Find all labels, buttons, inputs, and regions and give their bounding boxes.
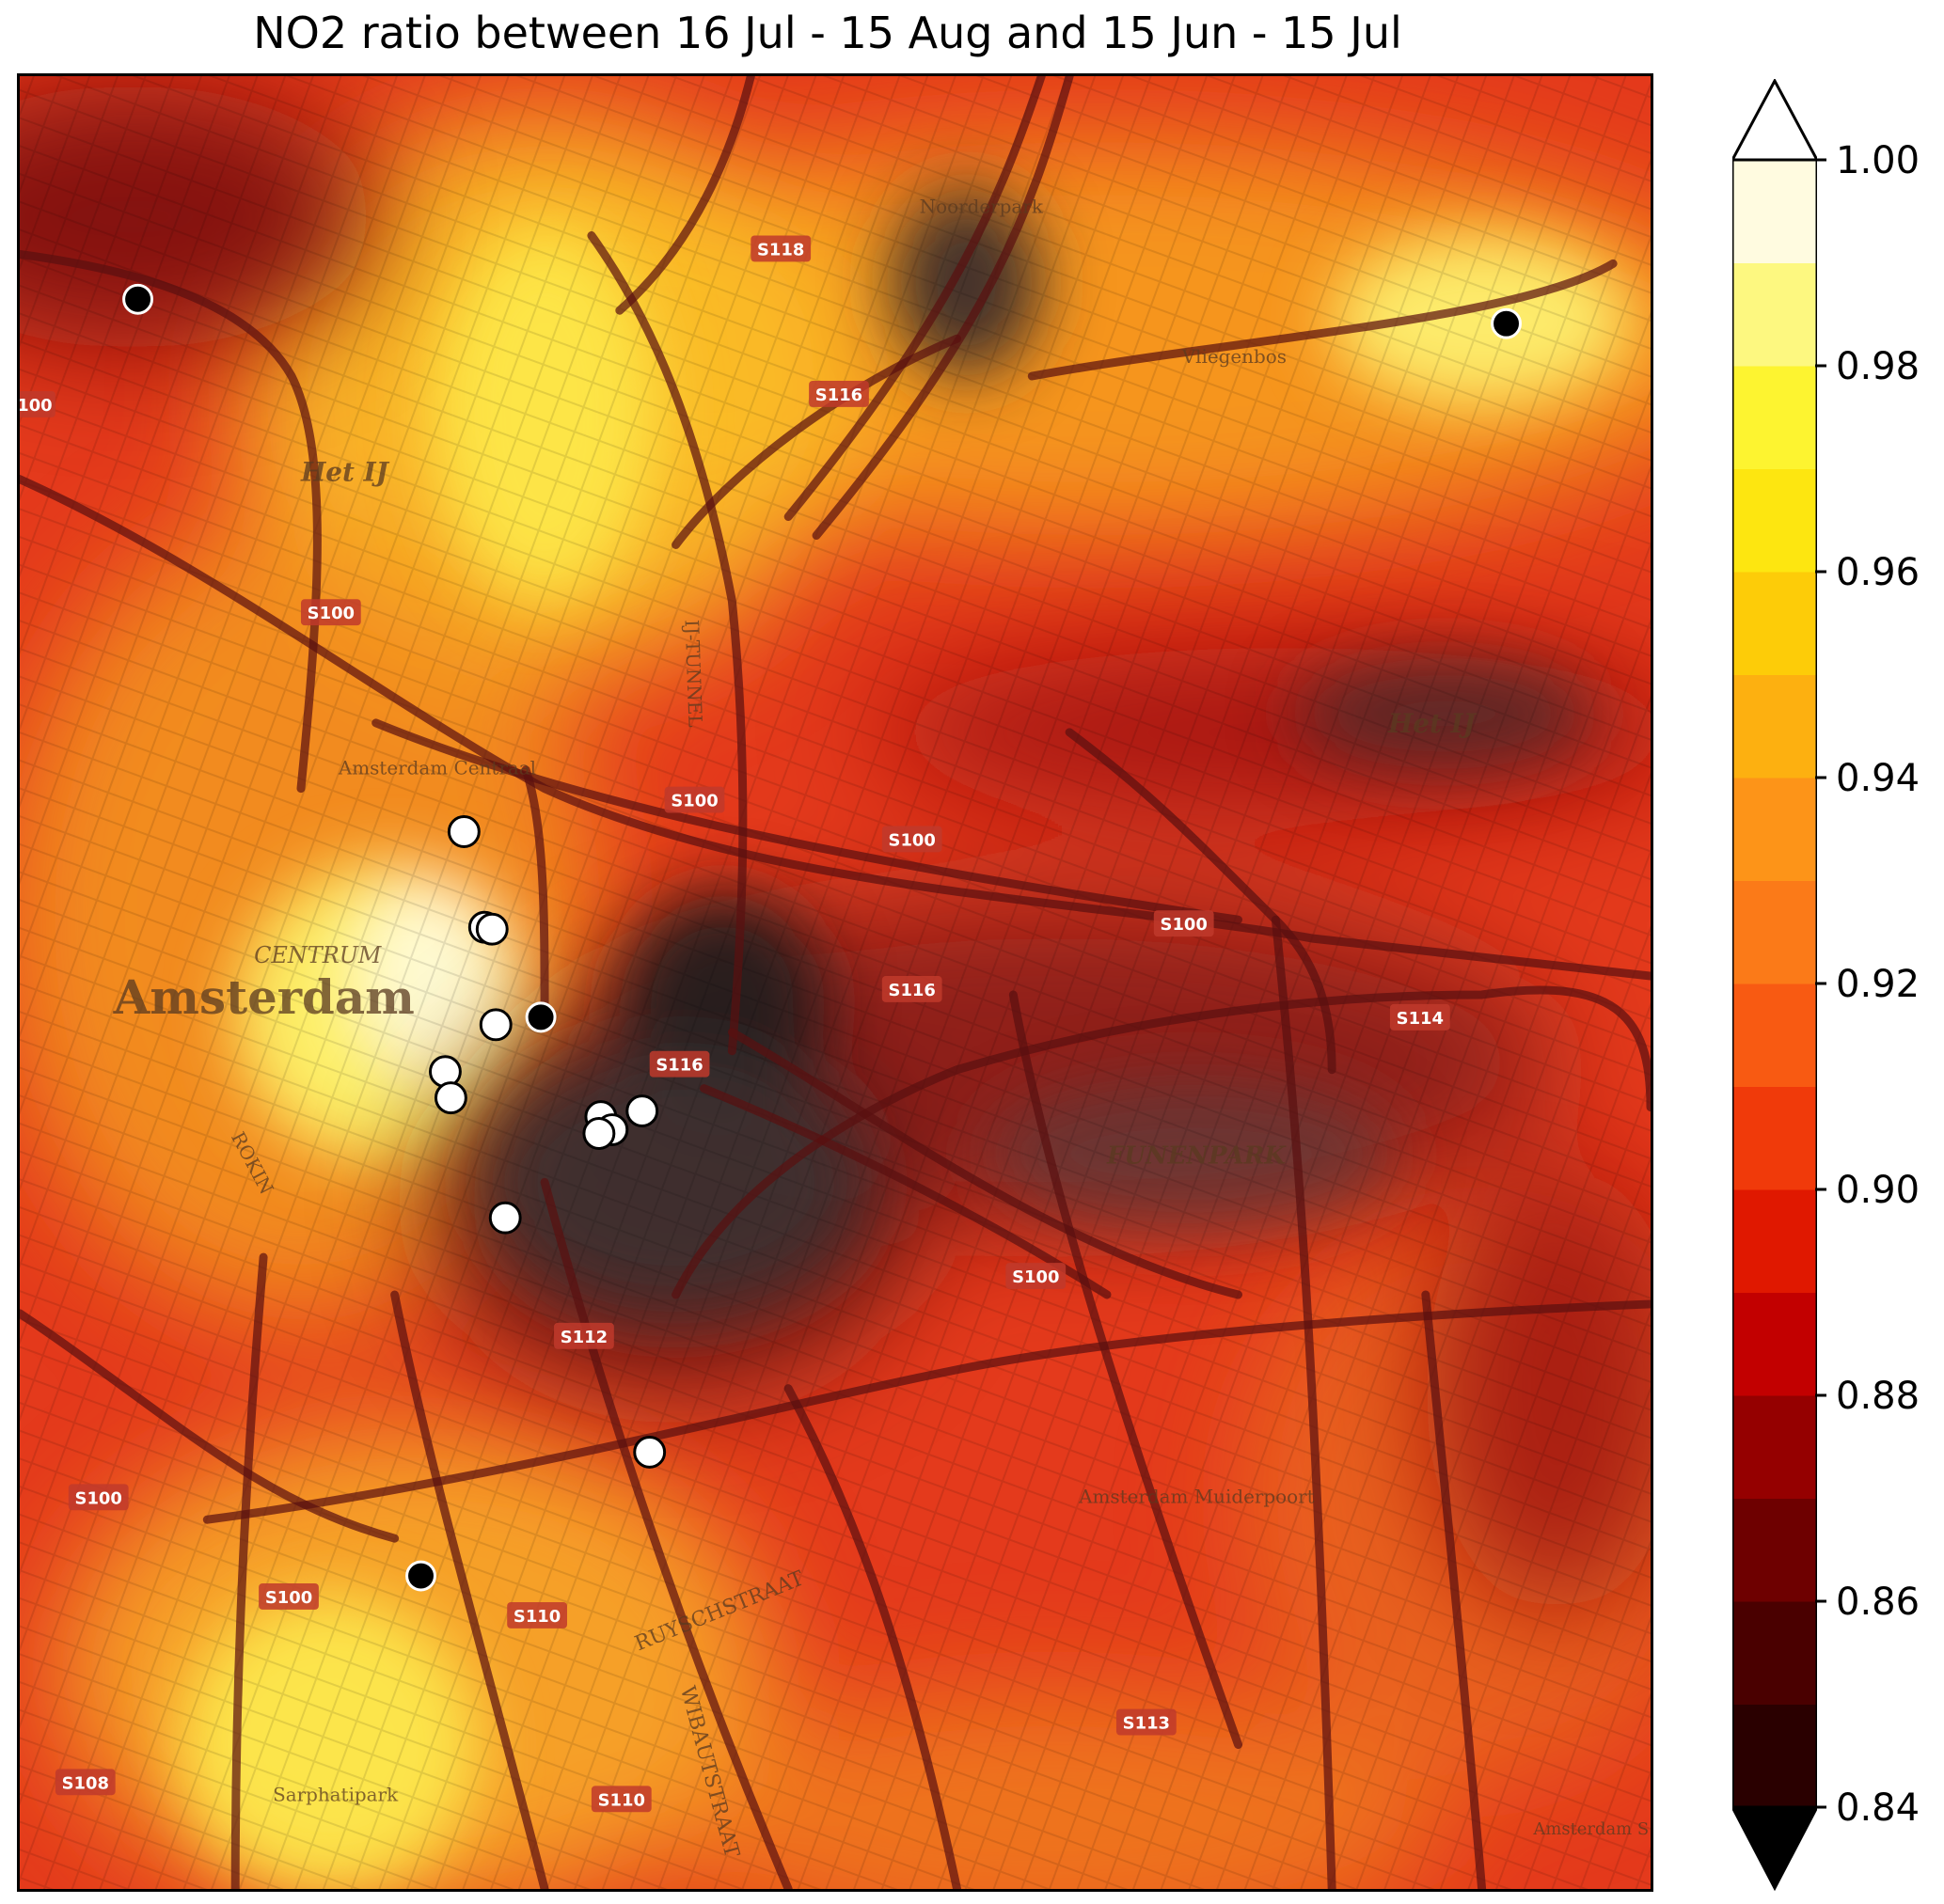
label-het-ij-east: Het IJ [1387, 708, 1478, 739]
shield-s118: S118 [751, 235, 812, 262]
label-centrum: CENTRUM [254, 942, 382, 968]
shield-s100-far-east: S100 [1153, 910, 1214, 937]
colorbar-band [1732, 880, 1817, 984]
colorbar-under-triangle [1732, 1805, 1817, 1892]
shield-s116-south: S116 [649, 1050, 710, 1078]
station-markers [122, 283, 1522, 1592]
svg-text:S116: S116 [815, 386, 862, 405]
colorbar-band [1732, 1189, 1817, 1293]
shield-s113: S113 [1115, 1708, 1177, 1736]
colorbar-band [1732, 1086, 1817, 1190]
colorbar [1732, 79, 1817, 1892]
colorbar-band [1732, 1601, 1817, 1705]
svg-text:S108: S108 [62, 1773, 109, 1793]
label-vliegenbos: Vliegenbos [1181, 346, 1287, 368]
colorbar-band [1732, 262, 1817, 367]
label-ij-tunnel: IJ-TUNNEL [681, 620, 706, 728]
major-roads [20, 76, 1651, 1889]
svg-text:S116: S116 [889, 981, 936, 1000]
label-sarphatipark: Sarphatipark [273, 1784, 399, 1805]
svg-text:S100: S100 [308, 604, 355, 623]
station-marker-filled[interactable] [405, 1560, 436, 1592]
label-het-ij-west: Het IJ [300, 457, 390, 488]
colorbar-band [1732, 468, 1817, 573]
svg-text:100: 100 [20, 396, 53, 416]
shield-s100-centraal: S100 [664, 786, 725, 813]
colorbar-band [1732, 366, 1817, 469]
svg-text:S118: S118 [757, 240, 804, 260]
station-marker-open[interactable] [488, 1201, 522, 1235]
svg-text:S100: S100 [889, 830, 936, 850]
label-amsterdam-centraal: Amsterdam Centraal [338, 758, 536, 779]
colorbar-tick-label: 0.86 [1836, 1581, 1920, 1624]
label-amsterdam-s-park: Amsterdam S Park [1532, 1819, 1651, 1839]
figure-title: NO2 ratio between 16 Jul - 15 Aug and 15… [253, 8, 1402, 58]
colorbar-tick-label: 0.90 [1836, 1169, 1920, 1212]
colorbar-band [1732, 1704, 1817, 1808]
shield-100-west-edge: 100 [20, 390, 55, 417]
svg-text:S113: S113 [1123, 1714, 1170, 1734]
colorbar-over-triangle [1732, 79, 1817, 162]
label-funenpark: FUNENPARK [1106, 1141, 1287, 1170]
shield-s110-south: S110 [591, 1786, 652, 1813]
svg-text:S112: S112 [561, 1328, 608, 1347]
shield-s100-south: S100 [259, 1583, 319, 1610]
colorbar-tick-label: 0.92 [1836, 963, 1920, 1006]
colorbar-tick-label: 0.88 [1836, 1375, 1920, 1418]
station-marker-open[interactable] [582, 1117, 616, 1150]
station-marker-open[interactable] [479, 1008, 513, 1042]
svg-text:S100: S100 [1012, 1267, 1059, 1287]
shield-s110-north: S110 [507, 1601, 567, 1629]
colorbar-bands [1732, 160, 1817, 1808]
station-marker-open[interactable] [434, 1081, 467, 1115]
svg-text:S100: S100 [1161, 915, 1208, 935]
station-marker-open[interactable] [447, 815, 481, 848]
label-muiderpoort: Amsterdam Muiderpoort [1078, 1486, 1315, 1507]
shield-s100-funenpark: S100 [1005, 1263, 1067, 1289]
svg-text:S100: S100 [265, 1588, 312, 1608]
shield-s100-east: S100 [881, 826, 942, 853]
colorbar-band [1732, 572, 1817, 675]
svg-text:S110: S110 [598, 1790, 645, 1810]
station-marker-open[interactable] [633, 1436, 667, 1469]
station-marker-filled[interactable] [1491, 307, 1522, 339]
colorbar-tick-label: 0.96 [1836, 551, 1920, 594]
colorbar-tick-label: 0.84 [1836, 1786, 1920, 1830]
colorbar-band [1732, 1498, 1817, 1602]
colorbar-tick-label: 0.98 [1836, 345, 1920, 388]
shield-s112: S112 [554, 1322, 614, 1349]
station-marker-open[interactable] [428, 1055, 462, 1089]
station-marker-open[interactable] [475, 912, 509, 946]
shield-s100-southwest: S100 [68, 1484, 129, 1511]
colorbar-tick-label: 0.94 [1836, 757, 1920, 800]
colorbar-band [1732, 1395, 1817, 1499]
colorbar-tick-label: 1.00 [1836, 139, 1920, 182]
colorbar-band [1732, 1292, 1817, 1396]
svg-text:S116: S116 [656, 1056, 703, 1076]
svg-text:S100: S100 [75, 1488, 122, 1508]
svg-text:S110: S110 [514, 1607, 561, 1627]
no2-ratio-map[interactable]: Amsterdam CENTRUM Het IJ Het IJ Noorderp… [20, 76, 1651, 1889]
colorbar-outline [1732, 158, 1817, 1809]
label-noorderpark: Noorderpark [920, 197, 1044, 218]
colorbar-band [1732, 160, 1817, 263]
station-marker-filled[interactable] [525, 1001, 557, 1033]
colorbar-band [1732, 983, 1817, 1087]
shield-s116-north: S116 [809, 380, 869, 407]
svg-text:S100: S100 [671, 792, 718, 811]
shield-s100-west: S100 [300, 599, 361, 626]
road-shields: S118 S116 S100 S100 S100 S100 S116 S116 … [20, 235, 1450, 1813]
station-marker-filled[interactable] [122, 283, 154, 315]
shield-s108: S108 [55, 1769, 116, 1796]
shield-s116-center: S116 [881, 976, 942, 1002]
svg-text:S114: S114 [1397, 1009, 1444, 1029]
label-amsterdam: Amsterdam [113, 969, 415, 1025]
shield-s114: S114 [1389, 1003, 1450, 1031]
station-marker-open[interactable] [625, 1094, 659, 1128]
colorbar-ticks: 1.00 0.98 0.96 0.94 0.92 0.90 0.88 0.86 0.84 [1815, 139, 1920, 1830]
map-panel[interactable]: Amsterdam CENTRUM Het IJ Het IJ Noorderp… [17, 73, 1653, 1892]
colorbar-band [1732, 674, 1817, 779]
colorbar-band [1732, 778, 1817, 881]
